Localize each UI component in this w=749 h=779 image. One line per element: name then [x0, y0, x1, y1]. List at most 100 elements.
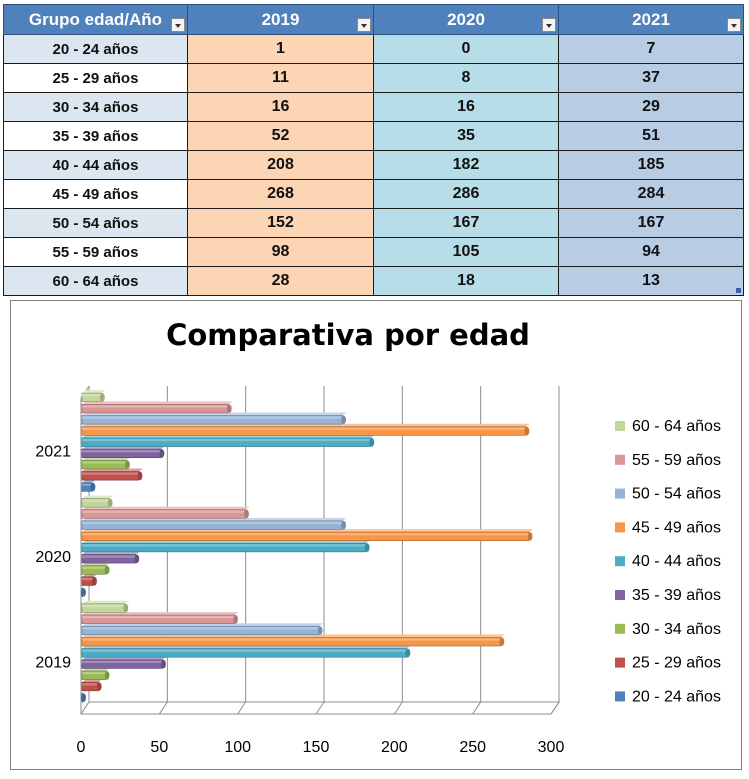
- cell-2020[interactable]: 8: [373, 63, 559, 93]
- filter-dropdown-icon[interactable]: [357, 18, 371, 32]
- cell-2021[interactable]: 94: [558, 237, 744, 267]
- bar-end-cap: [123, 603, 129, 613]
- legend-label: 55 - 59 años: [632, 452, 721, 469]
- data-table: Grupo edad/Año 2019 2020 2021 20 - 24 añ…: [3, 4, 744, 296]
- table-row: 25 - 29 años 11 8 37: [3, 63, 744, 93]
- bar-end-cap: [104, 565, 110, 575]
- bar-top-face: [82, 390, 106, 394]
- legend-swatch: [615, 623, 625, 634]
- bar-top-face: [82, 612, 239, 615]
- cell-2019[interactable]: 28: [187, 266, 374, 296]
- bar-end-cap: [125, 460, 130, 469]
- cell-2021[interactable]: 167: [558, 208, 744, 238]
- cell-group[interactable]: 40 - 44 años: [3, 150, 188, 180]
- bar-highlight: [82, 499, 110, 502]
- bar-end-cap: [104, 671, 110, 680]
- chart-legend[interactable]: 60 - 64 años 55 - 59 años 50 - 54 años 45 -…: [615, 418, 721, 705]
- cell-2021[interactable]: 185: [558, 150, 744, 180]
- bar-top-face: [82, 401, 233, 405]
- cell-2021[interactable]: 7: [558, 34, 744, 64]
- bar-chart: Comparativa por edad 0 50 100 150 200 250 300 2…: [35, 318, 721, 756]
- bar-top-face: [82, 517, 347, 521]
- bar-highlight: [82, 683, 99, 686]
- bar-end-cap: [134, 554, 140, 564]
- bar-top-face: [82, 529, 534, 533]
- bar-highlight: [82, 604, 125, 607]
- header-grupo-edad: Grupo edad/Año: [3, 4, 188, 35]
- bar-top-face: [82, 623, 324, 627]
- cell-2020[interactable]: 105: [373, 237, 559, 267]
- cell-group[interactable]: 35 - 39 años: [3, 121, 188, 151]
- cell-2021[interactable]: 13: [558, 266, 744, 296]
- x-tick-label: 100: [224, 739, 251, 756]
- cell-2019[interactable]: 268: [187, 179, 374, 209]
- cell-2019[interactable]: 16: [187, 92, 374, 122]
- filter-dropdown-icon[interactable]: [171, 18, 185, 32]
- cell-2020[interactable]: 182: [373, 150, 559, 180]
- x-tick-label: 0: [77, 739, 86, 756]
- bar-end-cap: [92, 576, 97, 586]
- cell-2021[interactable]: 29: [558, 92, 744, 122]
- gridline-floor: [158, 701, 168, 715]
- bar-end-cap: [524, 426, 530, 436]
- x-tick-label: 150: [303, 739, 330, 756]
- bar-highlight: [82, 521, 343, 525]
- header-label: 2021: [632, 9, 670, 29]
- filter-dropdown-icon[interactable]: [727, 18, 741, 32]
- cell-2020[interactable]: 286: [373, 179, 559, 209]
- cell-group[interactable]: 50 - 54 años: [3, 208, 188, 238]
- bar-top-face: [82, 585, 87, 589]
- cell-2020[interactable]: 18: [373, 266, 559, 296]
- bar-end-cap: [244, 509, 249, 519]
- cell-2019[interactable]: 98: [187, 237, 374, 267]
- bar-end-cap: [99, 393, 105, 402]
- cell-2019[interactable]: 1: [187, 34, 374, 64]
- cell-2020[interactable]: 35: [373, 121, 559, 151]
- cell-group[interactable]: 45 - 49 años: [3, 179, 188, 209]
- cell-2019[interactable]: 152: [187, 208, 374, 238]
- chart-area[interactable]: Comparativa por edad 0 50 100 150 200 250 300 2…: [10, 300, 742, 770]
- cell-group[interactable]: 20 - 24 años: [3, 34, 188, 64]
- cell-2021[interactable]: 284: [558, 179, 744, 209]
- bar-highlight: [82, 566, 107, 569]
- table-row: 60 - 64 años 28 18 13: [3, 266, 744, 296]
- bar-end-cap: [107, 498, 113, 508]
- bar-highlight: [82, 660, 163, 663]
- bar-top-face: [82, 468, 143, 472]
- legend-label: 45 - 49 años: [632, 519, 721, 536]
- header-2021: 2021: [558, 4, 744, 35]
- bar-highlight: [82, 461, 127, 464]
- cell-2021[interactable]: 51: [558, 121, 744, 151]
- bar-highlight: [82, 544, 367, 547]
- chart-title: Comparativa por edad: [166, 318, 530, 352]
- cell-2019[interactable]: 52: [187, 121, 374, 151]
- cell-2019[interactable]: 11: [187, 63, 374, 93]
- cell-group[interactable]: 30 - 34 años: [3, 92, 188, 122]
- table-resize-handle[interactable]: [736, 288, 741, 293]
- bar-end-cap: [137, 471, 143, 481]
- bar-highlight: [82, 533, 530, 536]
- bar-top-face: [82, 506, 250, 510]
- bar-top-face: [82, 412, 347, 416]
- bar-highlight: [82, 649, 407, 652]
- header-label: 2020: [447, 9, 485, 29]
- bar-top-face: [82, 656, 167, 660]
- cell-2020[interactable]: 167: [373, 208, 559, 238]
- bar-end-cap: [317, 626, 323, 635]
- bar-highlight: [82, 483, 92, 486]
- cell-2020[interactable]: 0: [373, 34, 559, 64]
- cell-2021[interactable]: 37: [558, 63, 744, 93]
- bar-top-face: [82, 562, 111, 566]
- cell-group[interactable]: 25 - 29 años: [3, 63, 188, 93]
- bar-highlight: [82, 427, 526, 430]
- gridline-floor: [393, 701, 403, 715]
- cell-group[interactable]: 55 - 59 años: [3, 237, 188, 267]
- x-tick-label: 50: [150, 739, 168, 756]
- cell-2019[interactable]: 208: [187, 150, 374, 180]
- cell-group[interactable]: 60 - 64 años: [3, 266, 188, 296]
- y-category-label: 2019: [35, 654, 71, 671]
- bar-end-cap: [527, 532, 533, 541]
- filter-dropdown-icon[interactable]: [542, 18, 556, 32]
- cell-2020[interactable]: 16: [373, 92, 559, 122]
- header-label: 2019: [261, 9, 300, 29]
